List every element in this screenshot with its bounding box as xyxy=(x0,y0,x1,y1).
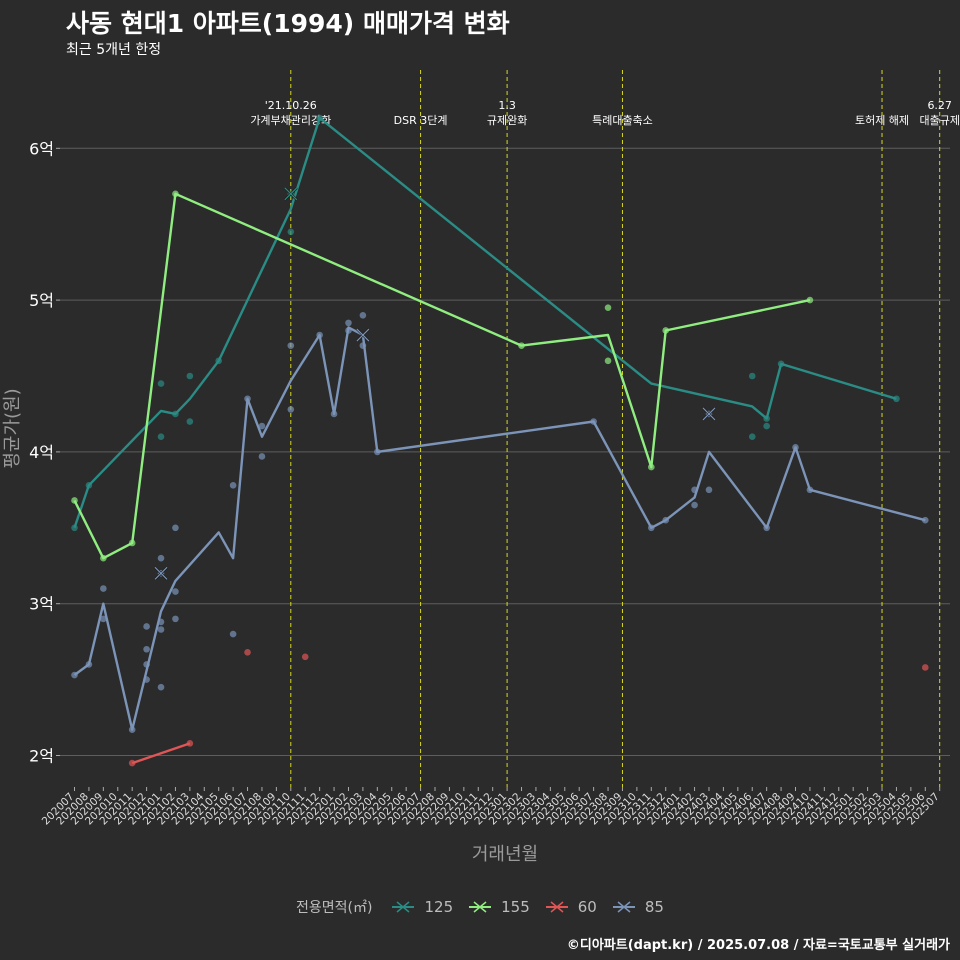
data-point-85 xyxy=(359,311,367,319)
data-point-85 xyxy=(157,554,165,562)
event-label: 6.27 xyxy=(927,99,952,112)
data-point-60 xyxy=(921,664,929,671)
data-point-125 xyxy=(763,422,770,430)
data-point-125 xyxy=(748,372,756,380)
data-point-60 xyxy=(301,653,309,661)
legend-key-125-icon xyxy=(392,901,415,913)
plot-panel xyxy=(60,70,950,787)
y-tick-label: 4억 xyxy=(29,443,54,462)
legend: 전용면적(㎡) 125 155 60 85 xyxy=(0,896,960,918)
y-tick-label: 5억 xyxy=(29,291,54,310)
series-line-85 xyxy=(73,326,926,731)
data-point-125 xyxy=(186,418,194,425)
y-axis-label: 평균가(원) xyxy=(2,388,23,468)
data-point-85 xyxy=(143,645,150,653)
series-155 xyxy=(71,190,814,562)
legend-label-85: 85 xyxy=(644,898,664,916)
cross-marker-85 xyxy=(702,407,716,421)
legend-key-60-icon xyxy=(545,901,568,913)
data-point-85 xyxy=(172,615,179,623)
data-point-85 xyxy=(172,588,179,595)
y-tick-label: 2억 xyxy=(29,747,54,766)
data-point-125 xyxy=(186,372,194,380)
data-point-85 xyxy=(345,319,352,327)
data-point-125 xyxy=(287,228,295,236)
series-85 xyxy=(71,311,929,733)
cross-stroke xyxy=(154,566,168,580)
chart-title: 사동 현대1 아파트(1994) 매매가격 변화 xyxy=(66,9,510,38)
data-point-85 xyxy=(258,453,266,460)
chart-subtitle: 최근 5개년 한정 xyxy=(66,42,162,58)
data-point-85 xyxy=(229,481,237,489)
data-point-85 xyxy=(100,585,107,592)
event-label: 규제완화 xyxy=(487,114,527,127)
data-point-85 xyxy=(287,406,295,413)
legend-label-155: 155 xyxy=(501,898,530,916)
series-line-125 xyxy=(73,116,897,529)
data-point-155 xyxy=(604,304,612,311)
event-label: '21.10.26 xyxy=(265,99,317,112)
data-point-85 xyxy=(258,422,266,430)
data-point-85 xyxy=(100,615,107,623)
legend-item-125[interactable]: 125 xyxy=(390,898,453,916)
cross-stroke xyxy=(702,407,716,421)
legend-item-85[interactable]: 85 xyxy=(611,898,664,916)
y-tick-label: 3억 xyxy=(29,595,54,614)
legend-key-85-icon xyxy=(612,901,635,913)
event-label: DSR 3단계 xyxy=(394,114,448,127)
event-label: 대출규제 xyxy=(919,114,959,127)
x-axis-label: 거래년월 xyxy=(472,844,538,865)
data-point-85 xyxy=(691,501,698,509)
legend-item-60[interactable]: 60 xyxy=(544,898,597,916)
series-60 xyxy=(128,648,929,767)
cross-marker-85 xyxy=(356,328,370,342)
event-label: 1.3 xyxy=(498,99,516,112)
y-tick-label: 6억 xyxy=(29,139,54,158)
cross-stroke xyxy=(284,187,298,201)
data-point-85 xyxy=(287,342,295,349)
data-point-60 xyxy=(244,648,251,656)
data-point-125 xyxy=(157,433,165,441)
event-label: 가계부채관리강화 xyxy=(250,114,331,127)
data-point-125 xyxy=(748,433,756,441)
cross-stroke xyxy=(356,328,370,342)
event-label: 토허제 해제 xyxy=(855,113,909,127)
legend-title: 전용면적(㎡) xyxy=(296,900,373,916)
cross-marker-85 xyxy=(154,566,168,581)
data-point-155 xyxy=(604,357,612,365)
event-label: 특례대출축소 xyxy=(592,114,653,127)
data-point-85 xyxy=(229,630,237,638)
source-caption: ©디아파트(dapt.kr) / 2025.07.08 / 자료=국토교통부 실… xyxy=(566,938,950,953)
data-point-155 xyxy=(806,296,814,304)
series-line-155 xyxy=(73,192,811,560)
data-point-85 xyxy=(143,623,150,630)
cross-marker-125 xyxy=(283,186,298,201)
data-point-85 xyxy=(157,683,165,691)
data-point-85 xyxy=(172,524,179,532)
data-point-85 xyxy=(705,486,713,494)
legend-label-125: 125 xyxy=(424,898,454,916)
series-125 xyxy=(71,114,900,532)
series-line-60 xyxy=(131,742,191,765)
data-point-125 xyxy=(157,380,165,387)
legend-key-155-icon xyxy=(469,901,492,913)
legend-label-60: 60 xyxy=(577,898,597,916)
data-point-85 xyxy=(157,626,165,633)
legend-item-155[interactable]: 155 xyxy=(467,898,530,916)
